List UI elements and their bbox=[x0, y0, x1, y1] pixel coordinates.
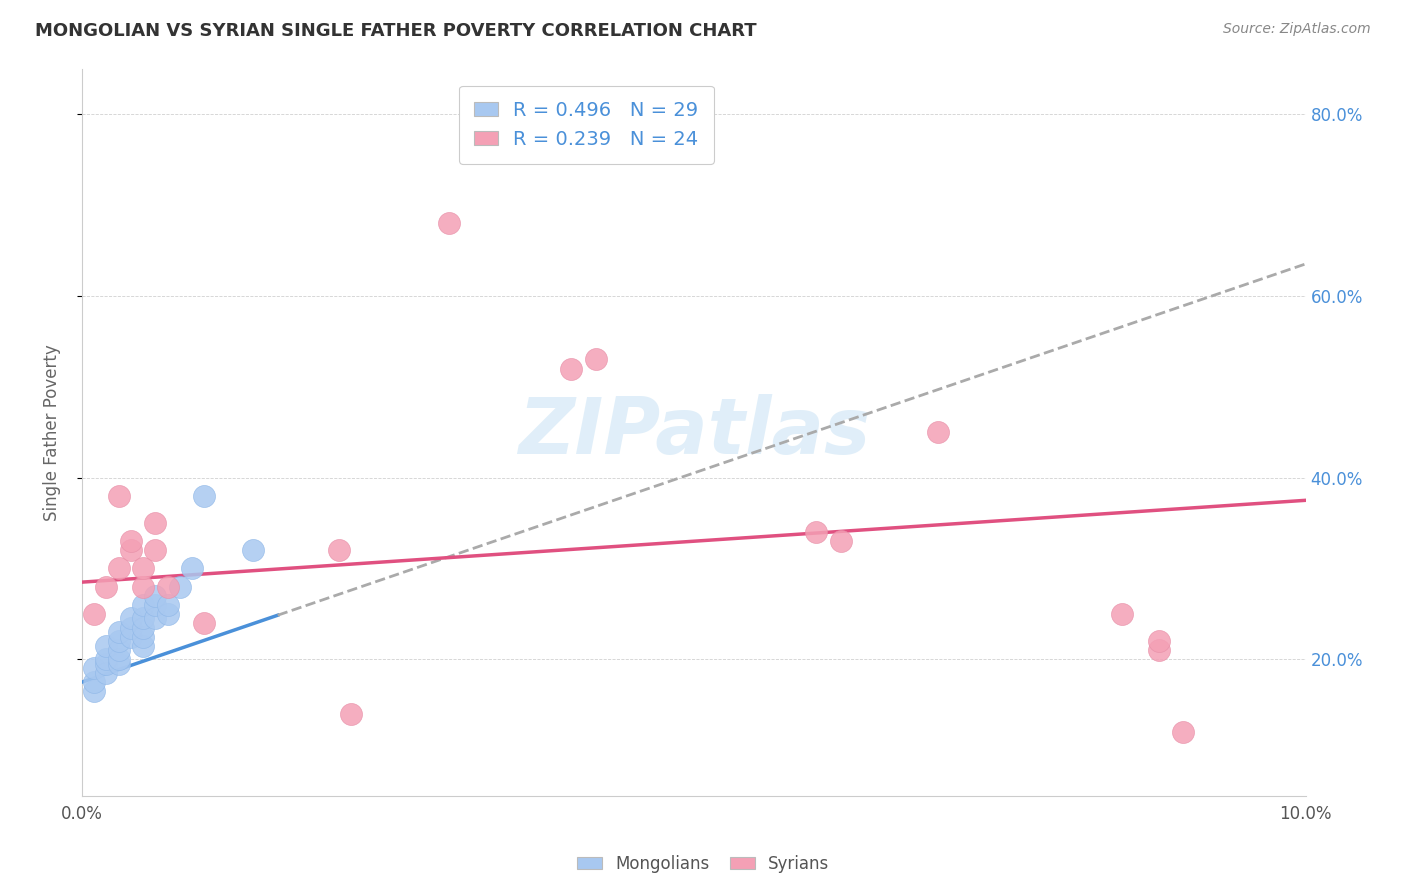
Point bbox=[145, 589, 167, 603]
Point bbox=[96, 639, 118, 653]
Point bbox=[120, 630, 142, 644]
Point bbox=[156, 598, 179, 612]
Point bbox=[437, 216, 460, 230]
Point bbox=[927, 425, 949, 439]
Point bbox=[193, 489, 215, 503]
Point bbox=[96, 580, 118, 594]
Point bbox=[132, 630, 155, 644]
Point bbox=[107, 657, 129, 671]
Point bbox=[107, 625, 129, 640]
Point bbox=[96, 652, 118, 666]
Point bbox=[1111, 607, 1133, 621]
Text: ZIPatlas: ZIPatlas bbox=[517, 394, 870, 470]
Point bbox=[1147, 634, 1170, 648]
Y-axis label: Single Father Poverty: Single Father Poverty bbox=[44, 343, 60, 521]
Point bbox=[107, 489, 129, 503]
Point bbox=[830, 534, 852, 549]
Point bbox=[132, 639, 155, 653]
Point bbox=[1173, 725, 1195, 739]
Point bbox=[132, 611, 155, 625]
Point bbox=[83, 661, 105, 675]
Point bbox=[145, 598, 167, 612]
Point bbox=[83, 675, 105, 690]
Point bbox=[132, 561, 155, 575]
Point bbox=[145, 611, 167, 625]
Legend: Mongolians, Syrians: Mongolians, Syrians bbox=[571, 848, 835, 880]
Point bbox=[107, 561, 129, 575]
Point bbox=[120, 621, 142, 635]
Point bbox=[242, 543, 264, 558]
Point bbox=[560, 361, 582, 376]
Point bbox=[107, 652, 129, 666]
Point bbox=[156, 607, 179, 621]
Point bbox=[107, 634, 129, 648]
Point bbox=[120, 534, 142, 549]
Point bbox=[132, 621, 155, 635]
Point bbox=[181, 561, 204, 575]
Point bbox=[120, 611, 142, 625]
Text: Source: ZipAtlas.com: Source: ZipAtlas.com bbox=[1223, 22, 1371, 37]
Point bbox=[107, 643, 129, 657]
Point bbox=[83, 684, 105, 698]
Point bbox=[193, 615, 215, 630]
Point bbox=[328, 543, 350, 558]
Point bbox=[96, 666, 118, 681]
Text: MONGOLIAN VS SYRIAN SINGLE FATHER POVERTY CORRELATION CHART: MONGOLIAN VS SYRIAN SINGLE FATHER POVERT… bbox=[35, 22, 756, 40]
Point bbox=[804, 525, 827, 540]
Point bbox=[156, 580, 179, 594]
Point bbox=[96, 657, 118, 671]
Point bbox=[120, 543, 142, 558]
Point bbox=[145, 516, 167, 530]
Point bbox=[132, 580, 155, 594]
Point bbox=[169, 580, 191, 594]
Legend: R = 0.496   N = 29, R = 0.239   N = 24: R = 0.496 N = 29, R = 0.239 N = 24 bbox=[458, 86, 714, 164]
Point bbox=[585, 352, 607, 367]
Point bbox=[1147, 643, 1170, 657]
Point bbox=[145, 543, 167, 558]
Point bbox=[132, 598, 155, 612]
Point bbox=[340, 706, 363, 721]
Point bbox=[83, 607, 105, 621]
